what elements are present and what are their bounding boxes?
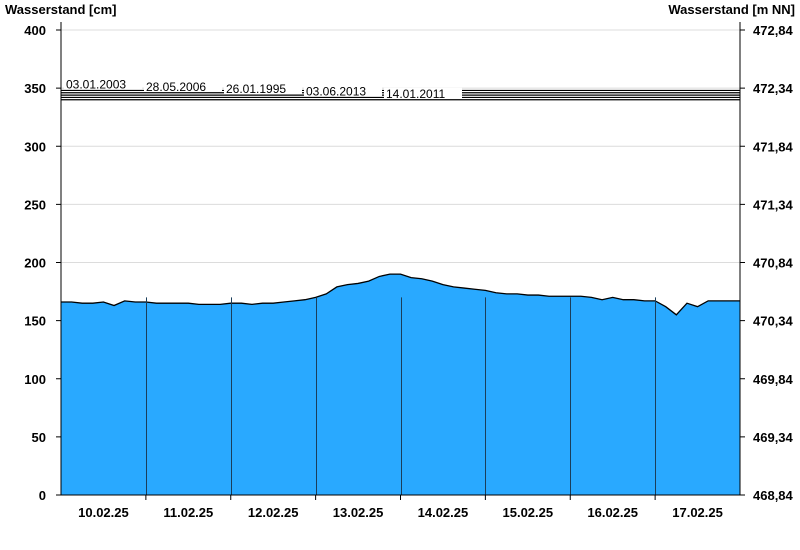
left-tick-label: 200 bbox=[24, 256, 46, 271]
water-level-line bbox=[61, 273, 740, 316]
historic-label-bg bbox=[144, 80, 222, 92]
historic-label-bg bbox=[224, 83, 302, 95]
left-tick-label: 350 bbox=[24, 81, 46, 96]
historic-label-bg bbox=[304, 85, 382, 97]
x-tick-label: 16.02.25 bbox=[587, 505, 638, 520]
right-tick-label: 472,84 bbox=[753, 23, 794, 38]
right-tick-label: 471,34 bbox=[753, 197, 794, 212]
right-tick-label: 470,84 bbox=[753, 256, 794, 271]
left-tick-label: 250 bbox=[24, 197, 46, 212]
historic-label-bg bbox=[64, 78, 142, 90]
left-tick-label: 50 bbox=[32, 430, 46, 445]
right-tick-label: 469,84 bbox=[753, 372, 794, 387]
x-tick-label: 12.02.25 bbox=[248, 505, 299, 520]
left-tick-label: 150 bbox=[24, 314, 46, 329]
right-axis-title: Wasserstand [m NN] bbox=[668, 2, 795, 17]
x-tick-label: 13.02.25 bbox=[333, 505, 384, 520]
historic-level-label: 26.01.1995 bbox=[226, 82, 286, 96]
x-tick-label: 14.02.25 bbox=[418, 505, 469, 520]
left-tick-label: 0 bbox=[39, 488, 46, 503]
left-tick-label: 300 bbox=[24, 139, 46, 154]
historic-level-label: 14.01.2011 bbox=[386, 87, 445, 101]
right-tick-label: 468,84 bbox=[753, 488, 794, 503]
historic-label-bg bbox=[384, 87, 462, 99]
left-tick-label: 100 bbox=[24, 372, 46, 387]
historic-level-label: 03.01.2003 bbox=[66, 77, 126, 91]
water-level-area bbox=[61, 274, 740, 495]
historic-level-label: 28.05.2006 bbox=[146, 80, 206, 94]
right-tick-label: 469,34 bbox=[753, 430, 794, 445]
x-tick-label: 11.02.25 bbox=[163, 505, 213, 520]
x-tick-label: 10.02.25 bbox=[78, 505, 129, 520]
left-axis-title: Wasserstand [cm] bbox=[5, 2, 117, 17]
right-tick-label: 472,34 bbox=[753, 81, 794, 96]
x-tick-label: 15.02.25 bbox=[503, 505, 554, 520]
right-tick-label: 471,84 bbox=[753, 139, 794, 154]
right-tick-label: 470,34 bbox=[753, 314, 794, 329]
historic-level-label: 03.06.2013 bbox=[306, 84, 366, 98]
left-tick-label: 400 bbox=[24, 23, 46, 38]
x-tick-label: 17.02.25 bbox=[672, 505, 723, 520]
